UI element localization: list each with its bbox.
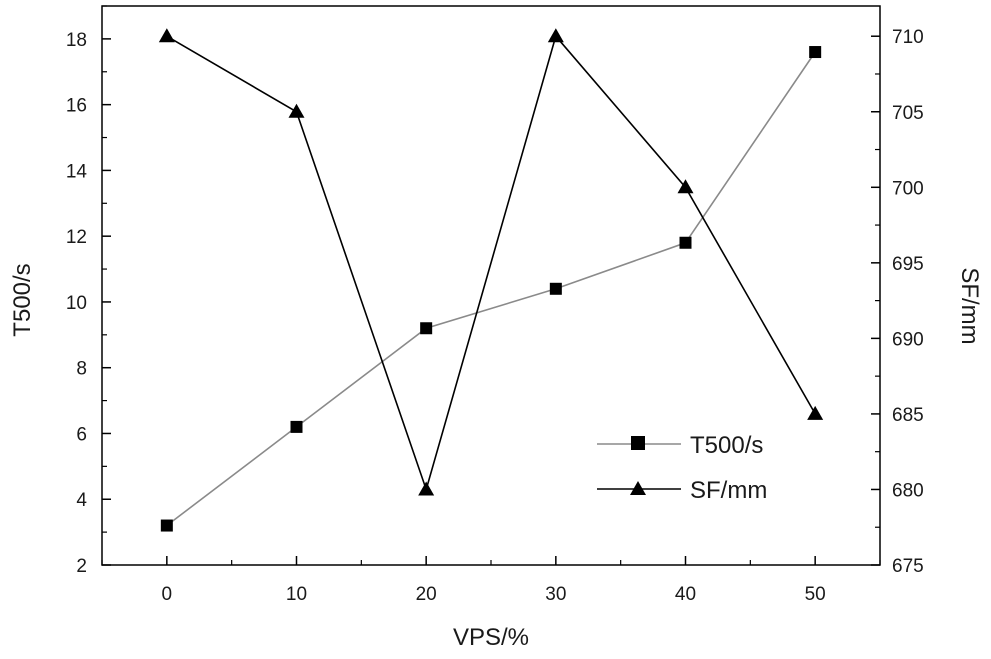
- legend-label-t500: T500/s: [690, 432, 763, 459]
- y-tick-label: 6: [76, 424, 87, 445]
- y2-tick-label: 710: [892, 27, 924, 48]
- data-point-square: [679, 236, 692, 249]
- legend: T500/s SF/mm: [597, 432, 767, 504]
- data-point-square: [549, 282, 562, 295]
- legend-label-sf: SF/mm: [690, 477, 767, 504]
- series-line-t500: [166, 51, 816, 527]
- x-axis-title: VPS/%: [453, 624, 529, 651]
- y-tick-label: 12: [66, 227, 87, 248]
- y2-tick-label: 685: [892, 405, 924, 426]
- y2-tick-label: 705: [892, 103, 924, 124]
- y2-tick-label: 690: [892, 329, 924, 350]
- y-tick-label: 4: [76, 490, 87, 511]
- y2-axis-title: SF/mm: [956, 267, 983, 344]
- series-group: [158, 28, 824, 532]
- ticks: 0 10 20 30 40 50 2 4 6 8 10 12 14 16 18 675 680 685 690 695…: [66, 5, 924, 605]
- y-tick-label: 18: [66, 30, 87, 51]
- data-point-triangle: [158, 28, 175, 43]
- x-tick-label: 20: [416, 584, 437, 605]
- y-tick-label: 10: [66, 293, 87, 314]
- y-tick-label: 2: [76, 556, 87, 577]
- y2-tick-label: 675: [892, 556, 924, 577]
- legend-marker-triangle: [630, 481, 646, 495]
- y2-tick-label: 680: [892, 480, 924, 501]
- x-tick-label: 0: [162, 584, 173, 605]
- y2-tick-label: 700: [892, 178, 924, 199]
- data-point-triangle: [547, 28, 564, 43]
- x-tick-label: 40: [675, 584, 696, 605]
- data-point-square: [420, 322, 433, 335]
- data-point-square: [809, 46, 822, 59]
- data-point-triangle: [288, 103, 305, 118]
- x-tick-label: 10: [286, 584, 307, 605]
- data-point-square: [160, 519, 173, 532]
- data-point-triangle: [807, 405, 824, 420]
- data-point-triangle: [677, 179, 694, 194]
- legend-marker-square: [631, 436, 645, 450]
- y-tick-label: 16: [66, 96, 87, 117]
- y2-tick-label: 695: [892, 254, 924, 275]
- x-tick-label: 30: [545, 584, 566, 605]
- y-tick-label: 8: [76, 359, 87, 380]
- data-point-triangle: [418, 481, 435, 496]
- data-point-square: [290, 420, 303, 433]
- y-tick-label: 14: [66, 161, 88, 182]
- series-line-sf: [166, 34, 816, 493]
- x-tick-label: 50: [805, 584, 826, 605]
- y-axis-title: T500/s: [9, 263, 36, 336]
